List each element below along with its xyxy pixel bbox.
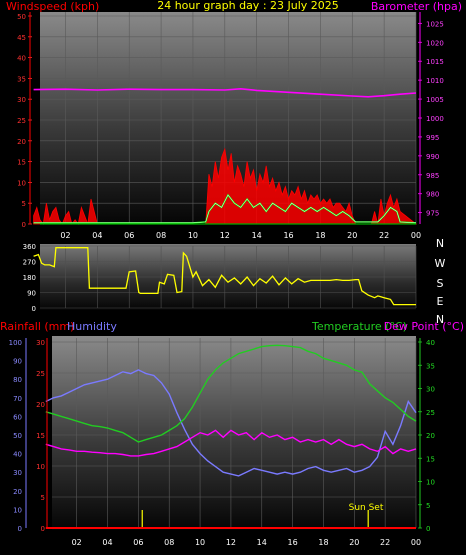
wind-tick-label: 50	[17, 13, 26, 21]
temp-x-tick-label: 16	[288, 538, 298, 547]
rain-tick-label: 0	[41, 525, 45, 533]
barometer-tick-label: 1010	[426, 77, 444, 85]
temp-tick-label: 5	[426, 502, 430, 510]
temp-x-tick-label: 14	[257, 538, 267, 547]
compass-label: W	[435, 257, 446, 270]
humidity-tick-label: 60	[13, 413, 22, 421]
wind-x-tick-label: 20	[347, 231, 357, 240]
wind-tick-label: 5	[22, 200, 26, 208]
temp-tick-label: 10	[426, 479, 435, 487]
humidity-label: Humidity	[67, 320, 117, 333]
temp-tick-label: 0	[426, 525, 430, 533]
temp-x-tick-label: 08	[164, 538, 174, 547]
rain-tick-label: 20	[36, 401, 45, 409]
temp-tick-label: 35	[426, 362, 435, 370]
wind-tick-label: 0	[22, 221, 26, 229]
wind-tick-label: 45	[17, 34, 26, 42]
windspeed-label: Windspeed (kph)	[6, 0, 99, 13]
rain-tick-label: 5	[41, 494, 45, 502]
wind-x-tick-label: 04	[92, 231, 102, 240]
barometer-tick-label: 1000	[426, 115, 444, 123]
rain-tick-label: 25	[36, 370, 45, 378]
temp-tick-label: 25	[426, 409, 435, 417]
wind-white-series	[33, 194, 417, 224]
humidity-tick-label: 10	[13, 506, 22, 514]
barometer-tick-label: 1025	[426, 20, 444, 28]
temp-x-tick-label: 02	[72, 538, 82, 547]
wind-x-tick-label: 16	[283, 231, 293, 240]
compass-label: E	[437, 295, 444, 308]
humidity-tick-label: 100	[9, 339, 22, 347]
temperature-label: Temperature (°C)	[311, 320, 407, 333]
compass-label: S	[437, 277, 444, 290]
wind-tick-label: 25	[17, 117, 26, 125]
temp-x-tick-label: 22	[380, 538, 390, 547]
barometer-tick-label: 1005	[426, 96, 444, 104]
barometer-tick-label: 990	[426, 153, 439, 161]
temp-x-tick-label: 20	[349, 538, 359, 547]
dewpoint-series	[45, 429, 417, 457]
temp-x-tick-label: 18	[318, 538, 328, 547]
temp-x-tick-label: 12	[226, 538, 236, 547]
barometer-tick-label: 1015	[426, 58, 444, 66]
humidity-tick-label: 70	[13, 395, 22, 403]
temperature-series	[45, 344, 417, 443]
direction-tick-label: 0	[32, 305, 36, 313]
humidity-tick-label: 80	[13, 376, 22, 384]
barometer-label: Barometer (hpa)	[371, 0, 462, 13]
temp-x-tick-label: 00	[411, 538, 421, 547]
wind-x-tick-label: 08	[156, 231, 166, 240]
humidity-tick-label: 0	[18, 525, 22, 533]
compass-label: N	[436, 313, 444, 326]
temp-x-tick-label: 06	[133, 538, 143, 547]
humidity-tick-label: 20	[13, 488, 22, 496]
rainfall-label: Rainfall (mm)	[0, 320, 74, 333]
wind-x-tick-label: 00	[411, 231, 421, 240]
direction-tick-label: 180	[23, 274, 36, 282]
temp-x-tick-label: 04	[102, 538, 112, 547]
wind-x-tick-label: 10	[188, 231, 198, 240]
barometer-series	[33, 87, 417, 98]
wind-x-tick-label: 06	[124, 231, 134, 240]
graph-title: 24 hour graph day : 23 July 2025	[157, 0, 339, 12]
wind-tick-label: 15	[17, 159, 26, 167]
humidity-tick-label: 30	[13, 469, 22, 477]
humidity-series	[45, 369, 417, 477]
wind-tick-label: 20	[17, 138, 26, 146]
rain-tick-label: 30	[36, 339, 45, 347]
temp-tick-label: 30	[426, 386, 435, 394]
humidity-tick-label: 40	[13, 451, 22, 459]
humidity-tick-label: 50	[13, 432, 22, 440]
temp-tick-label: 15	[426, 455, 435, 463]
rain-tick-label: 10	[36, 463, 45, 471]
barometer-tick-label: 985	[426, 172, 439, 180]
direction-series	[33, 247, 416, 306]
direction-tick-label: 270	[23, 259, 36, 267]
temp-x-tick-label: 10	[195, 538, 205, 547]
direction-tick-label: 90	[27, 290, 36, 298]
temp-tick-label: 40	[426, 339, 435, 347]
barometer-tick-label: 995	[426, 134, 439, 142]
compass-label: N	[436, 237, 444, 250]
barometer-tick-label: 1020	[426, 39, 444, 47]
humidity-tick-label: 90	[13, 358, 22, 366]
dewpoint-label: Dew Point (°C)	[384, 320, 464, 333]
temp-tick-label: 20	[426, 432, 435, 440]
wind-x-tick-label: 02	[60, 231, 70, 240]
wind-tick-label: 40	[17, 55, 26, 63]
wind-tick-label: 30	[17, 96, 26, 104]
direction-tick-label: 360	[23, 243, 36, 251]
barometer-tick-label: 975	[426, 210, 439, 218]
barometer-tick-label: 980	[426, 191, 439, 199]
wind-x-tick-label: 22	[379, 231, 389, 240]
wind-x-tick-label: 18	[315, 231, 325, 240]
wind-tick-label: 10	[17, 179, 26, 187]
wind-x-tick-label: 14	[252, 231, 262, 240]
sunset-label: Sun Set	[349, 503, 384, 513]
wind-x-tick-label: 12	[220, 231, 230, 240]
wind-tick-label: 35	[17, 75, 26, 83]
rain-tick-label: 15	[36, 432, 45, 440]
